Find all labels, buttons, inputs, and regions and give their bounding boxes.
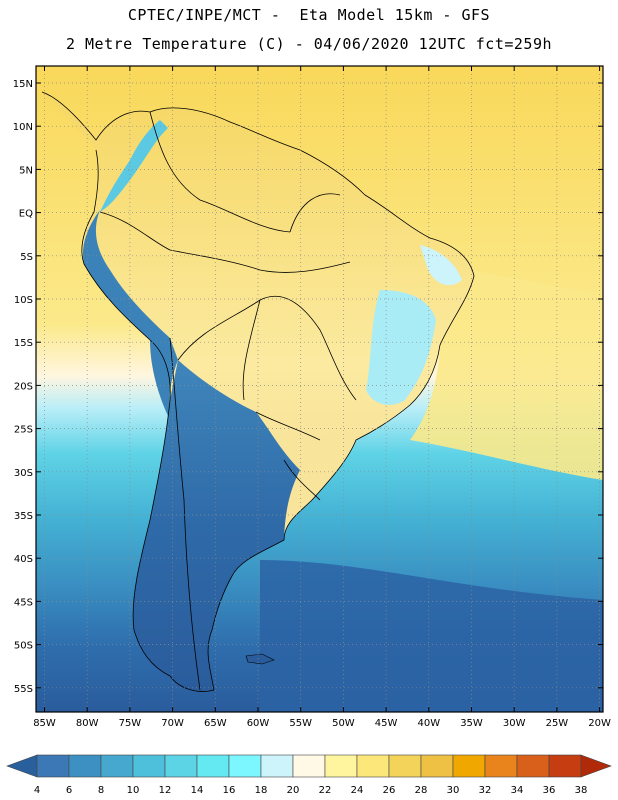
colorbar-segment [516, 754, 550, 778]
colorbar-segment [164, 754, 198, 778]
lon-label: 35W [460, 718, 483, 729]
colorbar-tick-label: 30 [447, 785, 460, 796]
colorbar-segment [388, 754, 422, 778]
colorbar-segment [484, 754, 518, 778]
lat-label: 35S [14, 511, 33, 522]
colorbar-tick-label: 28 [415, 785, 428, 796]
lon-label: 80W [76, 718, 99, 729]
colorbar-tick-label: 18 [255, 785, 268, 796]
lon-label: 65W [204, 718, 227, 729]
colorbar-tick-label: 38 [575, 785, 588, 796]
lat-label: 5S [20, 252, 33, 263]
colorbar-segment [452, 754, 486, 778]
map-frame [35, 65, 604, 713]
colorbar-tick-label: 36 [543, 785, 556, 796]
colorbar-arrow-low [6, 754, 38, 778]
falkland-islands [245, 653, 275, 665]
lat-label: 25S [14, 425, 33, 436]
longitude-labels: 85W 80W 75W 70W 65W 60W 55W 50W 45W 40W 35W 30W 25W 2… [33, 66, 611, 729]
colorbar-segment [292, 754, 326, 778]
colorbar-segment [420, 754, 454, 778]
lat-label: EQ [19, 209, 33, 220]
ocean-cold-area [260, 560, 603, 712]
lon-label: 55W [289, 718, 312, 729]
lon-label: 40W [417, 718, 440, 729]
colorbar-segment [356, 754, 390, 778]
colorbar-segment [36, 754, 70, 778]
colorbar-tick-label: 22 [319, 785, 332, 796]
colorbar-tick-label: 8 [98, 785, 104, 796]
lon-label: 30W [503, 718, 526, 729]
latitude-labels: 15N 10N 5N EQ 5S 10S 15S 20S 25S 30S 35S 40S 45S 50S 5… [13, 79, 603, 695]
southeast-brazil-cool-area [366, 290, 436, 405]
colorbar-segment [228, 754, 262, 778]
lat-label: 45S [14, 597, 33, 608]
colorbar: 4 6 8 10 12 14 16 18 20 22 24 26 28 30 32 34 36 38 [6, 754, 612, 796]
graticule [36, 66, 603, 712]
ocean-warm-area [410, 260, 603, 480]
lat-label: 20S [14, 381, 33, 392]
lat-label: 15N [13, 79, 33, 90]
lat-label: 50S [14, 641, 33, 652]
lon-label: 25W [546, 718, 569, 729]
colorbar-tick-label: 16 [223, 785, 236, 796]
colorbar-tick-label: 4 [34, 785, 40, 796]
colorbar-segment [68, 754, 102, 778]
lon-label: 50W [332, 718, 355, 729]
northeast-brazil-cool-area [420, 245, 462, 286]
colorbar-segment [260, 754, 294, 778]
lon-label: 60W [247, 718, 270, 729]
andes-cold-strip [82, 210, 178, 420]
colorbar-tick-label: 10 [127, 785, 140, 796]
title-line-2: 2 Metre Temperature (C) - 04/06/2020 12U… [65, 35, 553, 53]
colorbar-tick-label: 32 [479, 785, 492, 796]
colorbar-tick-label: 34 [511, 785, 524, 796]
lon-label: 70W [161, 718, 184, 729]
lat-label: 55S [14, 684, 33, 695]
lat-label: 40S [14, 554, 33, 565]
title-line-1: CPTEC/INPE/MCT - Eta Model 15km - GFS [127, 6, 491, 24]
colorbar-tick-label: 24 [351, 785, 364, 796]
colorbar-segment [548, 754, 582, 778]
colorbar-segment [324, 754, 358, 778]
lat-label: 15S [14, 338, 33, 349]
colorbar-segment [100, 754, 134, 778]
lat-label: 30S [14, 468, 33, 479]
colorbar-segment [132, 754, 166, 778]
lon-label: 20W [588, 718, 611, 729]
colorbar-tick-label: 20 [287, 785, 300, 796]
map-field [36, 66, 603, 712]
lon-label: 75W [119, 718, 142, 729]
northern-andes-strip [100, 120, 168, 212]
colorbar-segment [196, 754, 230, 778]
lon-label: 85W [33, 718, 56, 729]
colorbar-tick-label: 12 [159, 785, 172, 796]
lat-label: 10S [14, 295, 33, 306]
colorbar-tick-label: 26 [383, 785, 396, 796]
colorbar-tick-label: 14 [191, 785, 204, 796]
colorbar-arrow-high [580, 754, 612, 778]
lon-label: 45W [375, 718, 398, 729]
lat-label: 5N [19, 165, 33, 176]
lat-label: 10N [13, 122, 33, 133]
colorbar-tick-label: 6 [66, 785, 72, 796]
